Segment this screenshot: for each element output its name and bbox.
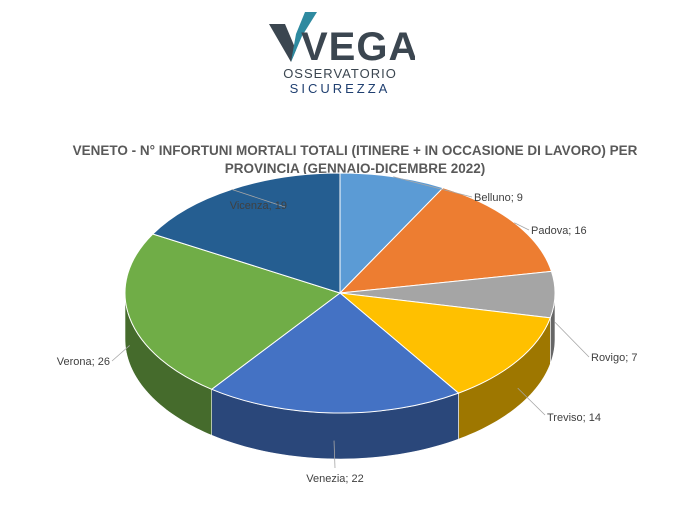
vega-logo: VEGA OSSERVATORIO SICUREZZA [265, 6, 415, 98]
pie-slice-belluno [339, 172, 445, 295]
data-label-verona: Verona; 26 [57, 356, 110, 368]
data-label-rovigo: Rovigo; 7 [591, 352, 637, 364]
data-label-belluno: Belluno; 9 [474, 192, 523, 204]
leader-line-padova [514, 222, 530, 231]
logo-brand-text: VEGA [301, 25, 415, 69]
data-label-venezia: Venezia; 22 [306, 473, 364, 485]
leader-line-rovigo [554, 321, 590, 358]
leader-line-verona [111, 345, 130, 362]
leader-line-belluno [393, 176, 473, 198]
pie-tops [124, 172, 556, 414]
data-label-padova: Padova; 16 [531, 225, 587, 237]
pie-slice-verona [124, 233, 342, 390]
data-label-vicenza: Vicenza; 19 [230, 200, 287, 212]
leader-line-treviso [517, 387, 546, 416]
logo-line2: SICUREZZA [290, 81, 391, 96]
pie-labels: Belluno; 9 Padova; 16 Rovigo; 7 Treviso; 14… [57, 192, 638, 485]
pie-slice-venezia [210, 292, 460, 414]
chart-title: VENETO - N° INFORTUNI MORTALI TOTALI (IT… [72, 143, 638, 176]
pie-slice-treviso [338, 292, 552, 394]
pie-leaders [111, 176, 590, 469]
data-label-treviso: Treviso; 14 [547, 412, 601, 424]
pie-slice-padova [338, 187, 553, 294]
leader-line-venezia [333, 440, 336, 469]
logo-line1: OSSERVATORIO [283, 66, 397, 81]
leader-line-vicenza [231, 188, 286, 208]
